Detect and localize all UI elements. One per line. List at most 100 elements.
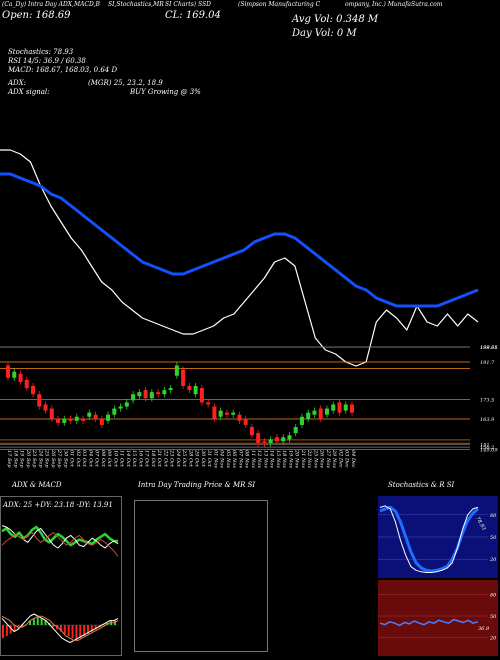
stoch-tick-label: 20 [489, 557, 497, 563]
stoch-signal-line [379, 505, 479, 573]
date-label: 18 Oct [150, 450, 156, 468]
date-label: 22 Nov [306, 449, 312, 468]
candle [299, 416, 304, 425]
date-label: 05 Nov [225, 450, 231, 468]
candle [174, 365, 179, 376]
macd-histogram-bar [32, 618, 35, 625]
candle [281, 437, 286, 442]
date-label: 14 Nov [269, 450, 275, 468]
open-label: Open: 168.69 [2, 10, 71, 21]
adx-signal-label: ADX signal: [8, 88, 50, 96]
macd-histogram-bar [75, 625, 78, 641]
date-label: 25 Nov [312, 449, 318, 468]
date-label: 07 Nov [237, 450, 243, 468]
candle [74, 416, 79, 421]
macd-signal-line [1, 615, 119, 641]
macd-histogram-bar [86, 625, 89, 634]
candle [124, 402, 129, 407]
candle [31, 386, 36, 395]
candle [331, 404, 336, 411]
macd-histogram-bar [90, 625, 93, 632]
macd-histogram-bar [2, 625, 4, 639]
date-label: 24 Oct [175, 449, 181, 468]
macd-histogram-bar [59, 625, 62, 632]
candle [206, 402, 211, 405]
candle [112, 408, 117, 415]
candle [293, 427, 298, 434]
intraday-panel-title: Intra Day Trading Price & MR SI [138, 481, 256, 489]
date-label: 21 Oct [156, 449, 162, 468]
date-label: 14 Oct [125, 450, 131, 468]
rsi-tick-label: 80 [490, 592, 497, 598]
date-label: 16 Oct [137, 450, 143, 468]
candle [256, 433, 261, 444]
date-label: 31 Oct [206, 450, 212, 468]
date-label: 30 Oct [200, 450, 206, 468]
level-label: 191.7 [480, 360, 495, 366]
level-label: 149.09 [480, 447, 498, 453]
moving-average-line [0, 172, 479, 308]
candle [224, 412, 229, 415]
candle [118, 406, 123, 409]
candle [218, 410, 223, 417]
date-label: 03 Dec [344, 450, 350, 468]
rsi-tick-label: 20 [489, 636, 497, 642]
date-label: 30 Sep [62, 450, 68, 468]
stoch-line [379, 505, 479, 573]
stoch-readout-value: 78.93 [474, 516, 486, 531]
candle [24, 379, 29, 389]
close-label: CL: 169.04 [165, 10, 221, 21]
date-label: 04 Nov [219, 450, 225, 468]
date-label: 28 Oct [187, 449, 193, 468]
candle [312, 410, 317, 415]
macd-line [1, 613, 119, 644]
candle [350, 404, 354, 413]
level-label: 150.2 [480, 445, 494, 451]
macd-histogram-bar [5, 625, 8, 636]
date-label: 25 Sep [44, 449, 50, 468]
candle [287, 435, 292, 440]
candle [262, 441, 267, 444]
candle [274, 437, 279, 442]
macd-histogram-bar [94, 625, 97, 630]
candle [93, 414, 98, 419]
macd-histogram-bar [79, 625, 82, 639]
rsi-line [379, 618, 479, 627]
macd-histogram-bar [9, 625, 12, 634]
macd-histogram-bar [71, 625, 74, 639]
date-label: 17 Sep [6, 450, 12, 468]
date-label: 22 Oct [162, 449, 168, 468]
candle [199, 388, 204, 403]
rsi-readout: RSI 14/5: 36.9 / 60.38 [8, 57, 86, 65]
date-label: 23 Oct [169, 449, 175, 468]
adx-label: ADX: [8, 79, 27, 87]
adx-series-minusdy [1, 532, 119, 557]
candle [106, 414, 111, 421]
candle [143, 390, 148, 399]
rsi-readout-value: 36.9 [478, 626, 490, 632]
date-label: 24 Sep [37, 449, 43, 468]
adx-panel [0, 496, 122, 656]
date-label: 11 Oct [119, 450, 125, 468]
candle [237, 414, 242, 421]
macd-histogram-bar [52, 625, 55, 628]
adx-values: (MGR) 25, 23.2, 18.9 [88, 79, 163, 87]
date-label: 25 Oct [181, 449, 187, 468]
candle [49, 408, 54, 419]
macd-histogram-bar [21, 625, 24, 628]
candle [306, 412, 311, 419]
header-company: (Simpson Manufacturing C [238, 1, 321, 8]
date-label: 06 Nov [231, 450, 237, 468]
adx-panel-title: ADX & MACD [12, 481, 62, 489]
date-label: 08 Nov [244, 450, 250, 468]
intraday-panel [134, 500, 268, 652]
date-label: 15 Nov [275, 450, 281, 468]
date-label: 03 Oct [81, 450, 87, 468]
candle [81, 418, 86, 421]
candle [337, 402, 342, 413]
macd-histogram-bar [40, 618, 43, 625]
candle [43, 404, 48, 411]
date-label: 13 Nov [262, 450, 268, 468]
candle [193, 386, 198, 395]
